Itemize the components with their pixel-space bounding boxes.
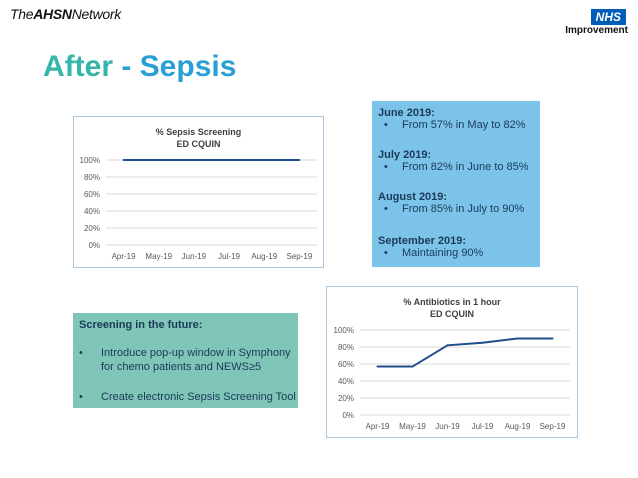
y-tick-label: 0% xyxy=(88,241,100,250)
progress-heading: June 2019: xyxy=(378,107,435,119)
future-item: • Create electronic Sepsis Screening Too… xyxy=(79,390,297,404)
bullet: • xyxy=(79,391,83,403)
brand-the: The xyxy=(10,6,34,22)
data-point xyxy=(298,159,301,161)
y-tick-label: 20% xyxy=(84,224,100,233)
y-tick-label: 100% xyxy=(334,326,354,335)
y-tick-label: 80% xyxy=(84,173,100,182)
data-point xyxy=(122,159,125,161)
x-tick-label: May-19 xyxy=(399,422,426,431)
x-tick-label: May-19 xyxy=(145,252,172,261)
y-tick-label: 60% xyxy=(84,190,100,199)
chart-subtitle: ED CQUIN xyxy=(176,139,221,149)
future-item-text: Introduce pop-up window in Symphony for … xyxy=(101,347,291,373)
chart-title: % Antibiotics in 1 hour xyxy=(403,297,501,307)
chart-plot: 0% 20% 40% 60% 80% 100% Apr-19 May-19 Jun-19 Jul-… xyxy=(334,326,570,431)
progress-august: August 2019: • From 85% in July to 90% xyxy=(378,191,524,215)
y-tick-label: 20% xyxy=(338,394,354,403)
progress-heading: September 2019: xyxy=(378,235,467,247)
bullet: • xyxy=(384,203,388,215)
bullet: • xyxy=(79,347,83,359)
progress-june: June 2019: • From 57% in May to 82% xyxy=(378,107,526,131)
x-tick-label: Sep-19 xyxy=(540,422,566,431)
series-line xyxy=(377,337,553,368)
progress-september: September 2019: • Maintaining 90% xyxy=(378,235,483,259)
y-tick-label: 40% xyxy=(84,207,100,216)
nhs-improvement-label: Improvement xyxy=(565,25,628,36)
data-point xyxy=(411,365,414,368)
bullet: • xyxy=(384,247,388,259)
screening-future-box: Screening in the future: • Introduce pop… xyxy=(73,313,298,408)
y-tick-label: 40% xyxy=(338,377,354,386)
sepsis-screening-chart: % Sepsis Screening ED CQUIN 0% 20% 40% 60% 8… xyxy=(73,116,324,268)
data-point xyxy=(516,337,519,340)
nhs-logo: NHS xyxy=(590,9,626,25)
slide-title: After - Sepsis xyxy=(43,50,236,84)
data-point xyxy=(157,159,160,161)
future-heading: Screening in the future: xyxy=(79,319,203,331)
title-rest: - Sepsis xyxy=(113,50,237,83)
y-tick-label: 80% xyxy=(338,343,354,352)
x-tick-label: Aug-19 xyxy=(505,422,531,431)
x-tick-label: Jul-19 xyxy=(218,252,240,261)
y-tick-label: 100% xyxy=(80,156,100,165)
x-tick-label: Apr-19 xyxy=(365,422,390,431)
progress-july: July 2019: • From 82% in June to 85% xyxy=(378,149,529,173)
x-tick-label: Sep-19 xyxy=(287,252,313,261)
data-point xyxy=(228,159,231,161)
progress-heading: August 2019: xyxy=(378,191,448,203)
bullet: • xyxy=(384,119,388,131)
x-tick-label: Aug-19 xyxy=(251,252,277,261)
data-point xyxy=(263,159,266,161)
progress-text: From 85% in July to 90% xyxy=(402,203,525,215)
x-tick-label: Jul-19 xyxy=(472,422,494,431)
data-point xyxy=(481,341,484,344)
progress-text: Maintaining 90% xyxy=(402,247,484,259)
progress-text: From 57% in May to 82% xyxy=(402,119,526,131)
future-item-text: Create electronic Sepsis Screening Tool xyxy=(101,391,296,403)
y-tick-label: 0% xyxy=(342,411,354,420)
brand-ahsn: AHSN xyxy=(33,6,72,22)
ahsn-network-logo: TheAHSNNetwork xyxy=(10,6,121,22)
future-item: • Introduce pop-up window in Symphony fo… xyxy=(79,346,297,374)
data-point xyxy=(551,337,554,340)
chart-subtitle: ED CQUIN xyxy=(429,309,474,319)
title-after: After xyxy=(43,50,114,83)
progress-heading: July 2019: xyxy=(378,149,432,161)
x-tick-label: Jun-19 xyxy=(435,422,460,431)
data-point xyxy=(192,159,195,161)
y-tick-label: 60% xyxy=(338,360,354,369)
brand-network: Network xyxy=(71,6,122,22)
x-tick-label: Jun-19 xyxy=(182,252,207,261)
bullet: • xyxy=(384,161,388,173)
progress-text: From 82% in June to 85% xyxy=(402,161,529,173)
x-tick-label: Apr-19 xyxy=(112,252,137,261)
chart-plot: 0% 20% 40% 60% 80% 100% Apr-19 May-19 Jun-19 Jul-… xyxy=(80,156,317,261)
chart-title: % Sepsis Screening xyxy=(155,127,242,137)
monthly-progress-box: June 2019: • From 57% in May to 82% July … xyxy=(372,101,540,267)
antibiotics-chart: % Antibiotics in 1 hour ED CQUIN 0% 20% 40… xyxy=(326,286,578,438)
data-point xyxy=(376,365,379,368)
data-point xyxy=(446,344,449,347)
